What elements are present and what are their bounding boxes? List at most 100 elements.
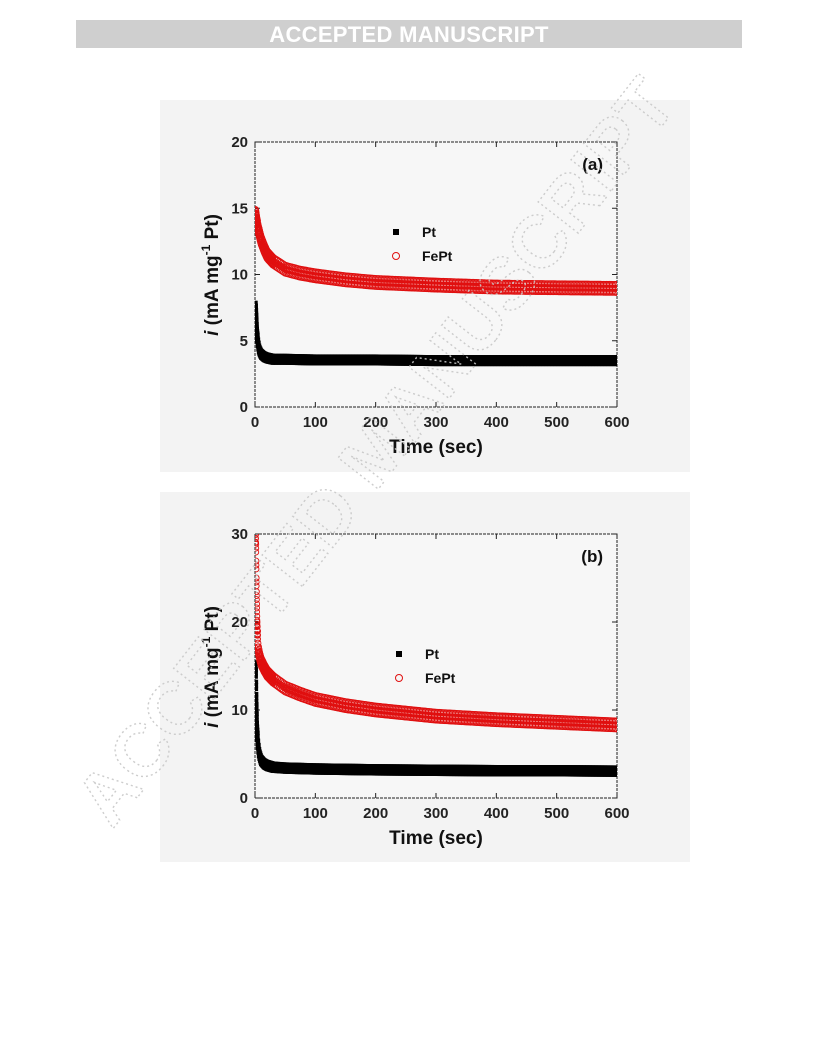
data-point — [255, 738, 261, 743]
legend-marker-fept — [395, 674, 403, 682]
x-tick-label: 100 — [303, 414, 328, 431]
data-point — [613, 288, 617, 296]
x-axis-label: Time (sec) — [389, 437, 483, 458]
data-point — [255, 667, 258, 672]
x-tick-label: 0 — [251, 805, 259, 822]
data-point — [614, 358, 617, 363]
data-point — [255, 720, 259, 725]
data-point — [255, 578, 260, 586]
data-point — [614, 765, 617, 770]
chart-panel-a: 0 100 200 300 400 500 600 0 5 10 15 20 Time (sec) i (… — [160, 100, 690, 472]
data-point — [255, 217, 261, 225]
data-point — [255, 312, 259, 318]
data-point — [255, 303, 258, 308]
x-tick-label: 400 — [484, 414, 509, 431]
x-tick-label: 200 — [363, 414, 388, 431]
data-point — [255, 308, 259, 313]
data-point — [255, 627, 261, 635]
data-point — [255, 300, 258, 306]
panel-label: (a) — [582, 155, 603, 174]
data-point — [255, 540, 260, 548]
data-point — [255, 734, 260, 739]
data-point — [255, 727, 260, 732]
data-point — [255, 730, 260, 736]
data-point — [255, 663, 258, 669]
y-tick-label: 5 — [240, 333, 248, 350]
data-point — [255, 670, 258, 676]
data-point — [255, 618, 261, 626]
series-fept — [255, 534, 617, 733]
data-point — [255, 604, 261, 612]
data-point — [255, 702, 259, 707]
x-tick-label: 400 — [484, 805, 509, 822]
series-fept — [255, 206, 617, 296]
data-point — [256, 340, 261, 345]
data-point — [255, 326, 259, 332]
data-point — [613, 280, 617, 288]
data-point — [255, 557, 260, 565]
data-point — [256, 743, 261, 748]
data-point — [255, 699, 259, 704]
data-point — [613, 717, 617, 725]
data-point — [255, 534, 259, 538]
data-point — [613, 284, 617, 292]
x-tick-label: 600 — [604, 414, 629, 431]
chart-b-svg: 0 100 200 300 400 500 600 0 10 20 30 Time (sec) i (m… — [199, 526, 630, 849]
y-tick-label: 30 — [231, 526, 248, 543]
data-point — [255, 711, 259, 716]
data-point — [614, 772, 617, 777]
data-point — [614, 361, 617, 367]
data-point — [255, 695, 259, 700]
data-point — [613, 725, 617, 733]
data-point — [255, 337, 261, 342]
legend-marker-pt — [393, 229, 399, 235]
legend-label: Pt — [425, 646, 439, 662]
legend-label: FePt — [425, 670, 456, 686]
series-pt — [255, 300, 617, 367]
data-point — [255, 588, 260, 596]
data-point — [255, 705, 259, 710]
data-point — [255, 596, 260, 604]
data-point — [613, 721, 617, 729]
y-tick-label: 20 — [231, 134, 248, 151]
chart-a-svg: 0 100 200 300 400 500 600 0 5 10 15 20 Time (sec) i (… — [199, 134, 630, 458]
x-tick-label: 200 — [363, 805, 388, 822]
data-point — [255, 332, 260, 337]
accepted-manuscript-banner: ACCEPTED MANUSCRIPT — [76, 20, 742, 48]
data-point — [255, 565, 260, 573]
x-tick-label: 300 — [423, 414, 448, 431]
legend-label: FePt — [422, 248, 453, 264]
x-tick-label: 0 — [251, 414, 259, 431]
data-point — [255, 674, 258, 679]
data-point — [255, 561, 260, 569]
data-point — [255, 643, 262, 651]
y-tick-label: 10 — [231, 267, 248, 284]
data-point — [255, 317, 259, 322]
series-pt — [255, 660, 617, 777]
data-point — [614, 768, 617, 774]
legend-marker-pt — [396, 651, 402, 657]
x-tick-label: 500 — [544, 414, 569, 431]
y-axis-label: i (mA mg-1 Pt) — [199, 606, 223, 728]
data-point — [255, 691, 259, 697]
data-point — [255, 679, 259, 685]
data-point — [255, 683, 259, 688]
y-tick-label: 0 — [240, 790, 248, 807]
x-tick-label: 500 — [544, 805, 569, 822]
x-tick-label: 600 — [604, 805, 629, 822]
data-point — [256, 746, 262, 752]
x-axis-label: Time (sec) — [389, 828, 483, 849]
data-point — [255, 724, 260, 729]
data-point — [255, 686, 259, 692]
y-axis-label: i (mA mg-1 Pt) — [199, 214, 223, 336]
y-tick-label: 15 — [231, 200, 248, 217]
data-point — [255, 548, 260, 556]
data-point — [255, 544, 260, 552]
chart-panel-b: 0 100 200 300 400 500 600 0 10 20 30 Time (sec) i (m… — [160, 492, 690, 862]
data-point — [255, 635, 261, 643]
data-point — [255, 645, 263, 653]
data-point — [255, 714, 259, 720]
x-tick-label: 300 — [423, 805, 448, 822]
data-point — [255, 592, 260, 600]
data-point — [255, 631, 261, 639]
